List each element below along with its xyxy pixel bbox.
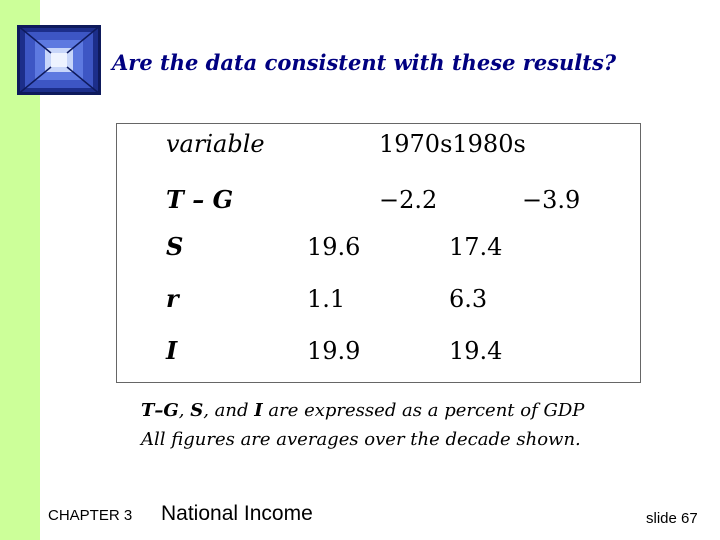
row-value-1980s: 17.4 bbox=[449, 233, 503, 261]
footnote-var-s: S bbox=[190, 400, 204, 421]
row-value-1980s: 19.4 bbox=[449, 337, 503, 365]
footnote-sep: , and bbox=[203, 400, 255, 421]
row-variable-i: I bbox=[166, 336, 178, 365]
row-value-1970s: 19.6 bbox=[307, 233, 361, 261]
footnote-var-tg: T–G bbox=[141, 400, 179, 421]
chapter-title: National Income bbox=[161, 502, 313, 525]
footnote-line-1: T–G, S, and I are expressed as a percent… bbox=[141, 396, 584, 425]
chapter-label: CHAPTER 3 bbox=[48, 507, 133, 524]
row-value-1980s: −3.9 bbox=[522, 186, 581, 214]
row-variable-t-minus-g: T – G bbox=[166, 185, 234, 214]
row-variable-s: S bbox=[166, 232, 184, 261]
slide-number: slide 67 bbox=[646, 510, 698, 527]
row-value-1970s: 1.1 bbox=[307, 285, 346, 313]
footnote-sep: , bbox=[178, 400, 191, 421]
row-value-1980s: 6.3 bbox=[449, 285, 488, 313]
window-logo-icon bbox=[17, 25, 101, 95]
row-variable-r: r bbox=[166, 284, 179, 313]
data-table bbox=[116, 123, 641, 383]
header-decades: 1970s1980s bbox=[379, 130, 526, 158]
row-value-1970s: −2.2 bbox=[379, 186, 438, 214]
footnote-line-2: All figures are averages over the decade… bbox=[141, 429, 581, 450]
footnote: T–G, S, and I are expressed as a percent… bbox=[141, 396, 584, 454]
row-value-1970s: 19.9 bbox=[307, 337, 361, 365]
header-variable: variable bbox=[166, 130, 265, 158]
footnote-text: are expressed as a percent of GDP bbox=[262, 400, 585, 421]
footnote-var-i: I bbox=[254, 400, 263, 421]
slide-title: Are the data consistent with these resul… bbox=[112, 50, 617, 75]
